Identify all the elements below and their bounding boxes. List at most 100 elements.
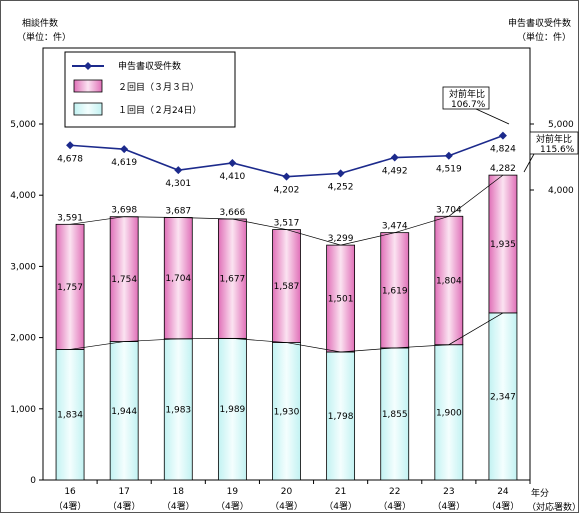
x-tick-sublabel: （4署） [378, 501, 411, 512]
bar-first-value-label: 1,855 [382, 410, 408, 420]
left-tick-label: 0 [30, 476, 36, 486]
receipts-value-label: 4,619 [111, 158, 137, 168]
legend-label-second: ２回目（３月３日） [118, 82, 199, 93]
bar-first-value-label: 1,944 [111, 407, 137, 417]
bar-total-label: 3,698 [111, 206, 137, 216]
legend-swatch-first [73, 102, 103, 116]
x-axis: 16 （4署） 17 （4署） 18 （4署） 19 （4署） 20 （4署） 21 （4署） 22 （4… [54, 480, 531, 512]
bar-series: 1,834 1,757 3,591 1,944 1,754 3,698 1,983 1,704… [55, 164, 518, 481]
bar-second-value-label: 1,619 [382, 286, 408, 296]
annotation-bar-yoy-value: 115.6% [540, 145, 575, 155]
bar-total-label: 3,687 [165, 206, 191, 216]
x-axis-label-line1: 年分 [531, 487, 549, 499]
x-tick-label: 24 [497, 487, 509, 497]
bar-total-label: 3,666 [220, 208, 246, 218]
bar-first-value-label: 1,798 [328, 412, 354, 422]
bar-first-21 [326, 351, 356, 481]
receipts-value-label: 4,678 [57, 154, 83, 164]
bar-second-20 [272, 229, 301, 343]
right-axis: 4,000 5,000 [530, 120, 574, 196]
bar-second-value-label: 1,501 [328, 295, 354, 305]
right-axis-title-line2: （単位：件） [517, 31, 571, 43]
x-tick-sublabel: （4署） [216, 501, 249, 512]
x-axis-label-line2: （対応署数） [527, 501, 580, 513]
bar-second-value-label: 1,704 [165, 274, 191, 284]
receipts-point-19 [228, 158, 237, 167]
receipts-point-17 [120, 145, 129, 154]
bar-first-value-label: 1,834 [57, 411, 83, 421]
bar-first-17 [109, 341, 139, 481]
bar-total-label: 3,704 [436, 205, 462, 215]
second-series-connector [70, 174, 504, 246]
bar-total-label: 4,282 [490, 164, 516, 174]
right-tick-label: 5,000 [548, 120, 574, 130]
annotation-line-yoy: 対前年比 106.7% [442, 86, 510, 125]
x-tick-label: 16 [64, 487, 76, 497]
receipts-point-16 [66, 141, 75, 150]
annotation-bar-yoy-pointer [523, 153, 535, 173]
x-tick-sublabel: （4署） [108, 501, 141, 512]
left-tick-label: 2,000 [10, 334, 36, 344]
receipts-point-20 [282, 172, 291, 181]
x-tick-sublabel: （4署） [487, 501, 520, 512]
x-tick-label: 21 [335, 487, 346, 497]
bar-second-value-label: 1,935 [490, 240, 516, 250]
right-axis-title-line1: 申告書収受件数 [508, 17, 571, 29]
receipts-point-22 [390, 153, 399, 162]
bar-first-value-label: 1,983 [165, 405, 191, 415]
x-tick-label: 19 [227, 487, 239, 497]
bar-second-22 [380, 232, 410, 349]
bar-second-value-label: 1,587 [274, 282, 300, 292]
receipts-value-label: 4,202 [274, 186, 300, 196]
bar-second-value-label: 1,677 [220, 275, 246, 285]
legend-swatch-second [73, 79, 103, 93]
bar-total-label: 3,299 [328, 234, 354, 244]
receipts-value-label: 4,252 [328, 182, 354, 192]
annotation-line-yoy-box [442, 86, 490, 110]
receipts-point-24 [498, 131, 507, 140]
left-axis: 0 1,000 2,000 3,000 4,000 5,000 [10, 120, 43, 486]
bar-first-value-label: 1,989 [220, 405, 246, 415]
bar-second-23 [434, 215, 464, 346]
left-tick-label: 4,000 [10, 191, 36, 201]
left-axis-title-line2: （単位：件） [17, 31, 71, 43]
receipts-value-label: 4,519 [436, 165, 462, 175]
receipts-value-label: 4,824 [490, 145, 516, 155]
bar-second-21 [326, 244, 356, 353]
bar-first-20 [272, 342, 301, 481]
bar-second-19 [217, 218, 247, 339]
x-tick-label: 20 [281, 487, 293, 497]
legend-diamond-marker [84, 62, 92, 70]
x-tick-label: 23 [443, 487, 454, 497]
receipts-point-18 [174, 166, 183, 175]
bar-first-value-label: 2,347 [490, 392, 516, 402]
annotation-line-yoy-pointer [475, 108, 510, 125]
bar-first-22 [380, 347, 410, 481]
bar-first-value-label: 1,930 [274, 407, 300, 417]
x-tick-label: 22 [389, 487, 400, 497]
bar-total-label: 3,474 [382, 222, 408, 232]
legend-label-first: １回目（２月24日） [118, 105, 201, 116]
first-series-connector [70, 312, 504, 353]
receipts-value-label: 4,301 [165, 179, 191, 189]
left-tick-label: 1,000 [10, 405, 36, 415]
right-tick-label: 4,000 [548, 186, 574, 196]
left-tick-label: 5,000 [10, 120, 36, 130]
annotation-bar-yoy: 対前年比 115.6% [523, 131, 579, 173]
bar-second-value-label: 1,754 [111, 275, 137, 285]
annotation-bar-yoy-title: 対前年比 [536, 133, 572, 145]
x-tick-sublabel: （4署） [54, 501, 87, 512]
receipts-point-21 [336, 169, 345, 178]
receipts-value-label: 4,492 [382, 167, 408, 177]
legend: 申告書収受件数 ２回目（３月３日） １回目（２月24日） [64, 51, 236, 128]
bar-first-18 [163, 338, 193, 481]
x-tick-sublabel: （4署） [270, 501, 303, 512]
x-tick-label: 18 [173, 487, 185, 497]
bar-first-23 [434, 344, 464, 481]
bar-first-value-label: 1,900 [436, 408, 462, 418]
left-axis-title-line1: 相談件数 [22, 17, 58, 29]
bar-second-value-label: 1,757 [57, 283, 83, 293]
bar-total-label: 3,591 [57, 213, 83, 223]
